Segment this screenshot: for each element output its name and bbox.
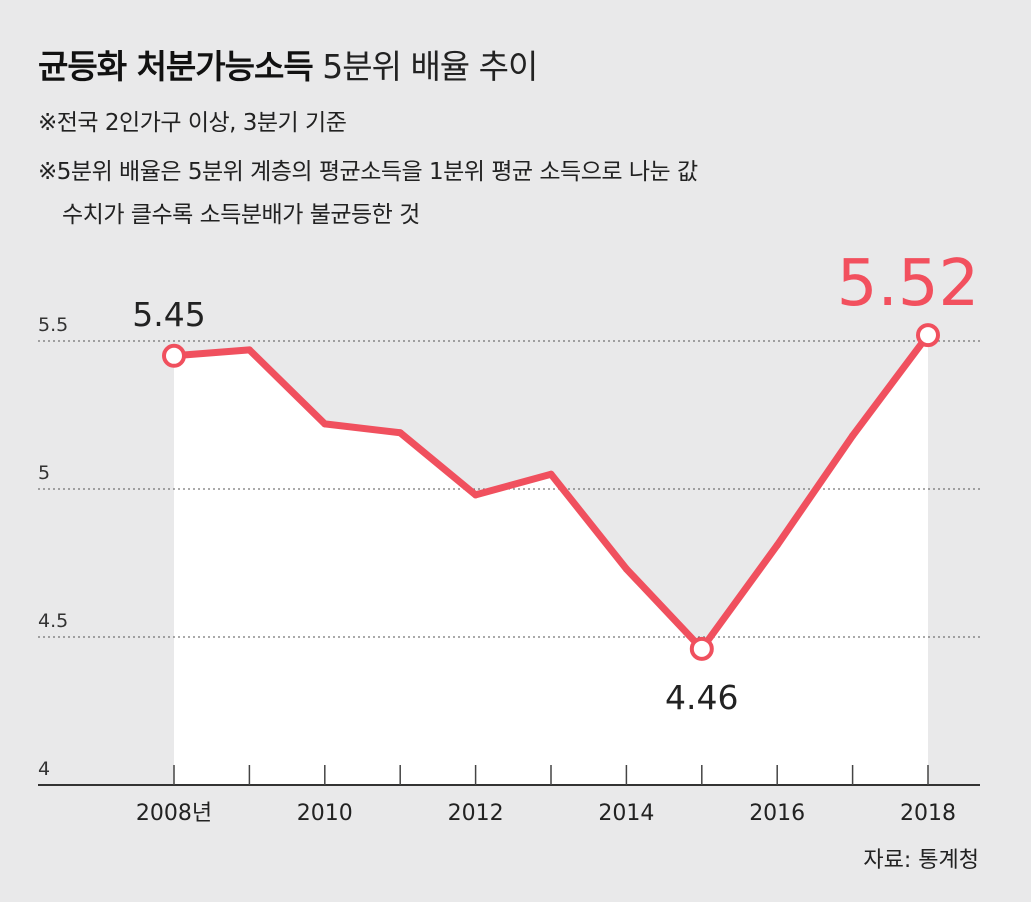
data-point	[396, 429, 404, 437]
y-tick-label: 5	[38, 462, 50, 484]
x-tick-label: 2014	[598, 801, 654, 826]
note-definition: ※5분위 배율은 5분위 계층의 평균소득을 1분위 평균 소득으로 나눈 값	[38, 159, 698, 185]
y-tick-label: 4	[38, 758, 50, 780]
x-tick-label: 2016	[749, 801, 805, 826]
x-tick-label: 2008년	[136, 801, 212, 826]
data-point	[472, 491, 480, 499]
data-point	[773, 541, 781, 549]
data-point	[622, 565, 630, 573]
data-point-marker	[689, 636, 714, 661]
chart-title: 균등화 처분가능소득 5분위 배율 추이	[38, 40, 538, 88]
data-point-marker	[162, 343, 186, 368]
x-tick-label: 2012	[448, 801, 504, 826]
data-label: 4.46	[665, 678, 738, 717]
note-interpretation: 수치가 클수록 소득분배가 불균등한 것	[62, 202, 420, 228]
y-tick-label: 4.5	[38, 610, 68, 632]
x-tick-label: 2010	[297, 801, 353, 826]
data-point	[321, 420, 329, 428]
data-label: 5.45	[132, 295, 205, 334]
note-scope: ※전국 2인가구 이상, 3분기 기준	[38, 110, 347, 136]
plot-area-fill	[174, 335, 928, 785]
source-credit: 자료: 통계청	[863, 848, 979, 873]
data-point	[849, 432, 857, 440]
chart-title-normal: 5분위 배율 추이	[322, 47, 538, 86]
data-label: 5.52	[837, 247, 980, 321]
y-tick-label: 5.5	[38, 314, 68, 336]
chart-title-bold: 균등화 처분가능소득	[38, 47, 314, 86]
data-point	[547, 470, 555, 478]
data-point-marker	[916, 323, 940, 348]
x-tick-label: 2018	[900, 801, 956, 826]
data-point	[245, 346, 253, 354]
